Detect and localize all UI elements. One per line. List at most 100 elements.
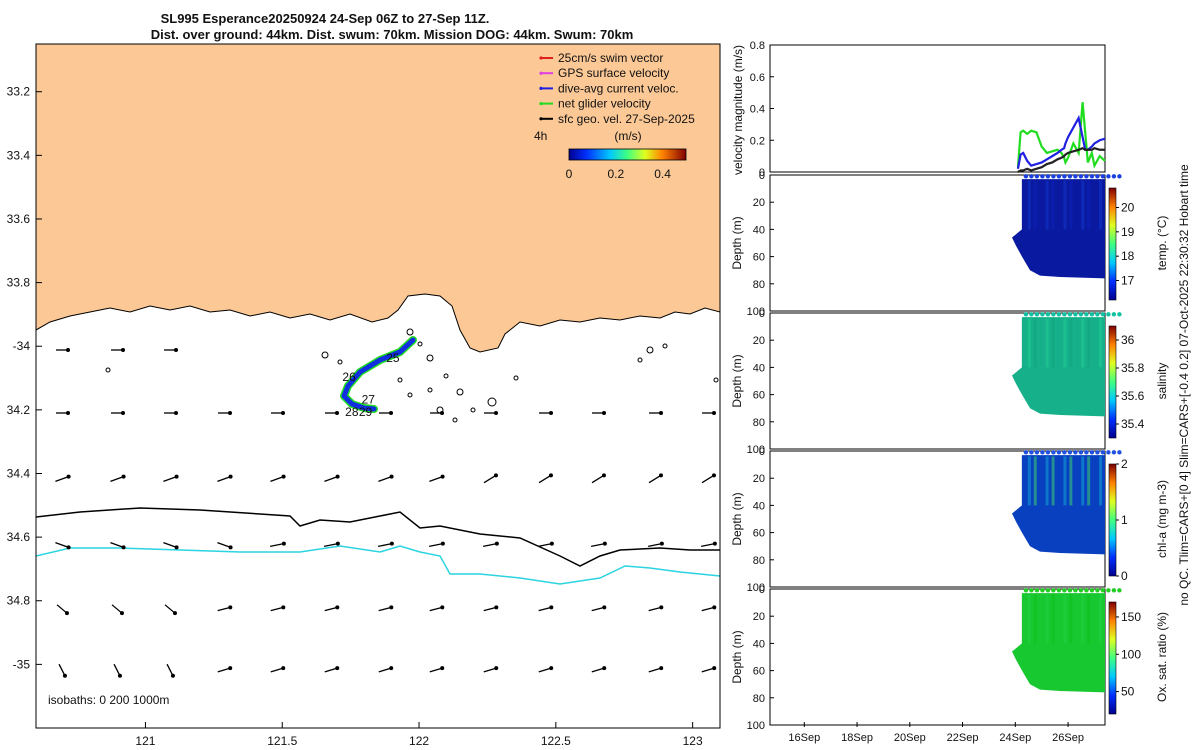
depth-tick-label: 80 — [753, 693, 765, 705]
depth-axis-label: Depth (m) — [730, 216, 744, 269]
panel-colorbar — [1108, 463, 1117, 577]
map-xtick-label: 122.5 — [541, 734, 571, 748]
profile-panel: 0 20 40 60 80 100 Depth (m) 50 100 150 Ox. sat. ra… — [730, 584, 1169, 732]
depth-axis-label: Depth (m) — [730, 354, 744, 407]
time-axis: 16Sep 18Sep 20Sep 22Sep 24Sep 26Sep — [788, 722, 1084, 744]
time-tick-label: 24Sep — [999, 732, 1031, 744]
velocity-ytick-label: 0 — [759, 167, 765, 179]
colorbar-label: salinity — [1155, 363, 1169, 400]
velocity-series-line — [1016, 102, 1106, 169]
velocity-ytick-label: 0.8 — [750, 40, 765, 52]
map-ytick-label: 33.6 — [7, 212, 31, 226]
depth-tick-label: 0 — [759, 170, 765, 182]
depth-tick-label: 60 — [753, 390, 765, 402]
colorbar-tick-label: 2 — [1121, 457, 1128, 471]
velocity-ytick-label: 0.4 — [750, 104, 765, 116]
track-day-label: 27 — [362, 392, 376, 406]
depth-tick-label: 40 — [753, 224, 765, 236]
map-ytick-label: 34.2 — [7, 403, 31, 417]
depth-tick-label: 40 — [753, 362, 765, 374]
colorbar-tick-label: 150 — [1121, 610, 1141, 624]
depth-tick-label: 20 — [753, 197, 765, 209]
colorbar-tick-label: 17 — [1121, 274, 1135, 288]
depth-tick-label: 0 — [759, 446, 765, 458]
islands — [105, 328, 719, 423]
velocity-series-line — [1017, 146, 1105, 173]
depth-tick-label: 20 — [753, 473, 765, 485]
map-xtick-label: 121 — [135, 734, 155, 748]
map-xtick-label: 121.5 — [267, 734, 297, 748]
profile-panel: 0 20 40 60 80 100 Depth (m) 35.4 35.6 35.8 36 salin… — [730, 308, 1169, 456]
colorbar-tick-label: 1 — [1121, 513, 1128, 527]
glider-track-current — [341, 337, 416, 412]
figure-title-line2: Dist. over ground: 44km. Dist. swum: 70k… — [151, 27, 634, 42]
velocity-panel: 0 0.2 0.4 0.6 0.8 velocity magnitude (m/s) — [731, 40, 1106, 179]
panel-colorbar — [1108, 325, 1117, 439]
time-tick-label: 16Sep — [788, 732, 820, 744]
depth-tick-label: 20 — [753, 335, 765, 347]
speed-colorbar: 4h (m/s) 0 0.2 0.4 — [534, 129, 687, 181]
colorbar-tick-label: 36 — [1121, 333, 1135, 347]
colorbar-tick-label: 20 — [1121, 200, 1135, 214]
processing-note: no QC. Tlim=CARS+[0 4] Slim=CARS+[-0.4 0… — [1177, 164, 1191, 606]
map-ytick-label: 34.6 — [7, 530, 31, 544]
land-area — [36, 44, 720, 353]
depth-tick-label: 100 — [747, 582, 765, 594]
depth-tick-label: 20 — [753, 611, 765, 623]
isobath-label: isobaths: 0 200 1000m — [48, 693, 169, 707]
isobath-200m — [36, 507, 720, 567]
depth-tick-label: 40 — [753, 638, 765, 650]
map-ytick-label: -35 — [13, 657, 31, 671]
map-xtick-label: 123 — [683, 734, 703, 748]
colorbar-tick-label: 0 — [1121, 569, 1128, 583]
map-xtick-label: 122 — [409, 734, 429, 748]
map-ytick-label: 34.8 — [7, 594, 31, 608]
map-ytick-label: 33.8 — [7, 276, 31, 290]
depth-axis-label: Depth (m) — [730, 630, 744, 683]
track-day-label: 28 — [345, 405, 359, 419]
depth-tick-label: 60 — [753, 252, 765, 264]
map-ytick-label: 34.4 — [7, 466, 31, 480]
track-day-label: 25 — [386, 351, 400, 365]
colorbar-tick-label: 50 — [1121, 685, 1135, 699]
depth-tick-label: 100 — [747, 720, 765, 732]
depth-tick-label: 60 — [753, 528, 765, 540]
velocity-ytick-label: 0.6 — [750, 72, 765, 84]
velocity-ytick-label: 0.2 — [750, 135, 765, 147]
panel-colorbar — [1108, 601, 1117, 715]
colorbar-tick-label: 0 — [566, 167, 573, 181]
colorbar-label: temp. (°C) — [1155, 216, 1169, 271]
map-ytick-label: -34 — [13, 339, 31, 353]
surface-geostrophic-arrows — [55, 348, 717, 678]
figure-title-line1: SL995 Esperance20250924 24-Sep 06Z to 27… — [161, 11, 490, 26]
legend-entry: sfc geo. vel. 27-Sep-2025 — [558, 112, 695, 126]
colorbar-tick-label: 0.2 — [607, 167, 624, 181]
depth-tick-label: 100 — [747, 444, 765, 456]
legend-entry: GPS surface velocity — [558, 66, 669, 80]
depth-tick-label: 0 — [759, 584, 765, 596]
colorbar-tick-label: 35.4 — [1121, 417, 1145, 431]
track-day-label: 29 — [359, 405, 373, 419]
colorbar-label: chl-a (mg m-3) — [1155, 480, 1169, 558]
track-day-label: 26 — [342, 370, 356, 384]
colorbar-tick-label: 18 — [1121, 249, 1135, 263]
depth-tick-label: 60 — [753, 666, 765, 678]
time-tick-label: 20Sep — [894, 732, 926, 744]
profile-panel: 0 20 40 60 80 100 Depth (m) 0 1 2 chl-a (mg m-3) — [730, 446, 1169, 594]
depth-tick-label: 0 — [759, 308, 765, 320]
time-tick-label: 18Sep — [841, 732, 873, 744]
map-ytick-label: 33.2 — [7, 85, 31, 99]
legend-entry: net glider velocity — [558, 97, 651, 111]
colorbar-tick-label: 35.6 — [1121, 389, 1145, 403]
depth-axis-label: Depth (m) — [730, 492, 744, 545]
time-tick-label: 26Sep — [1052, 732, 1084, 744]
depth-tick-label: 100 — [747, 306, 765, 318]
colorbar-tick-label: 19 — [1121, 225, 1135, 239]
map-ytick-label: 33.4 — [7, 148, 31, 162]
panel-colorbar — [1108, 187, 1117, 301]
depth-tick-label: 80 — [753, 555, 765, 567]
